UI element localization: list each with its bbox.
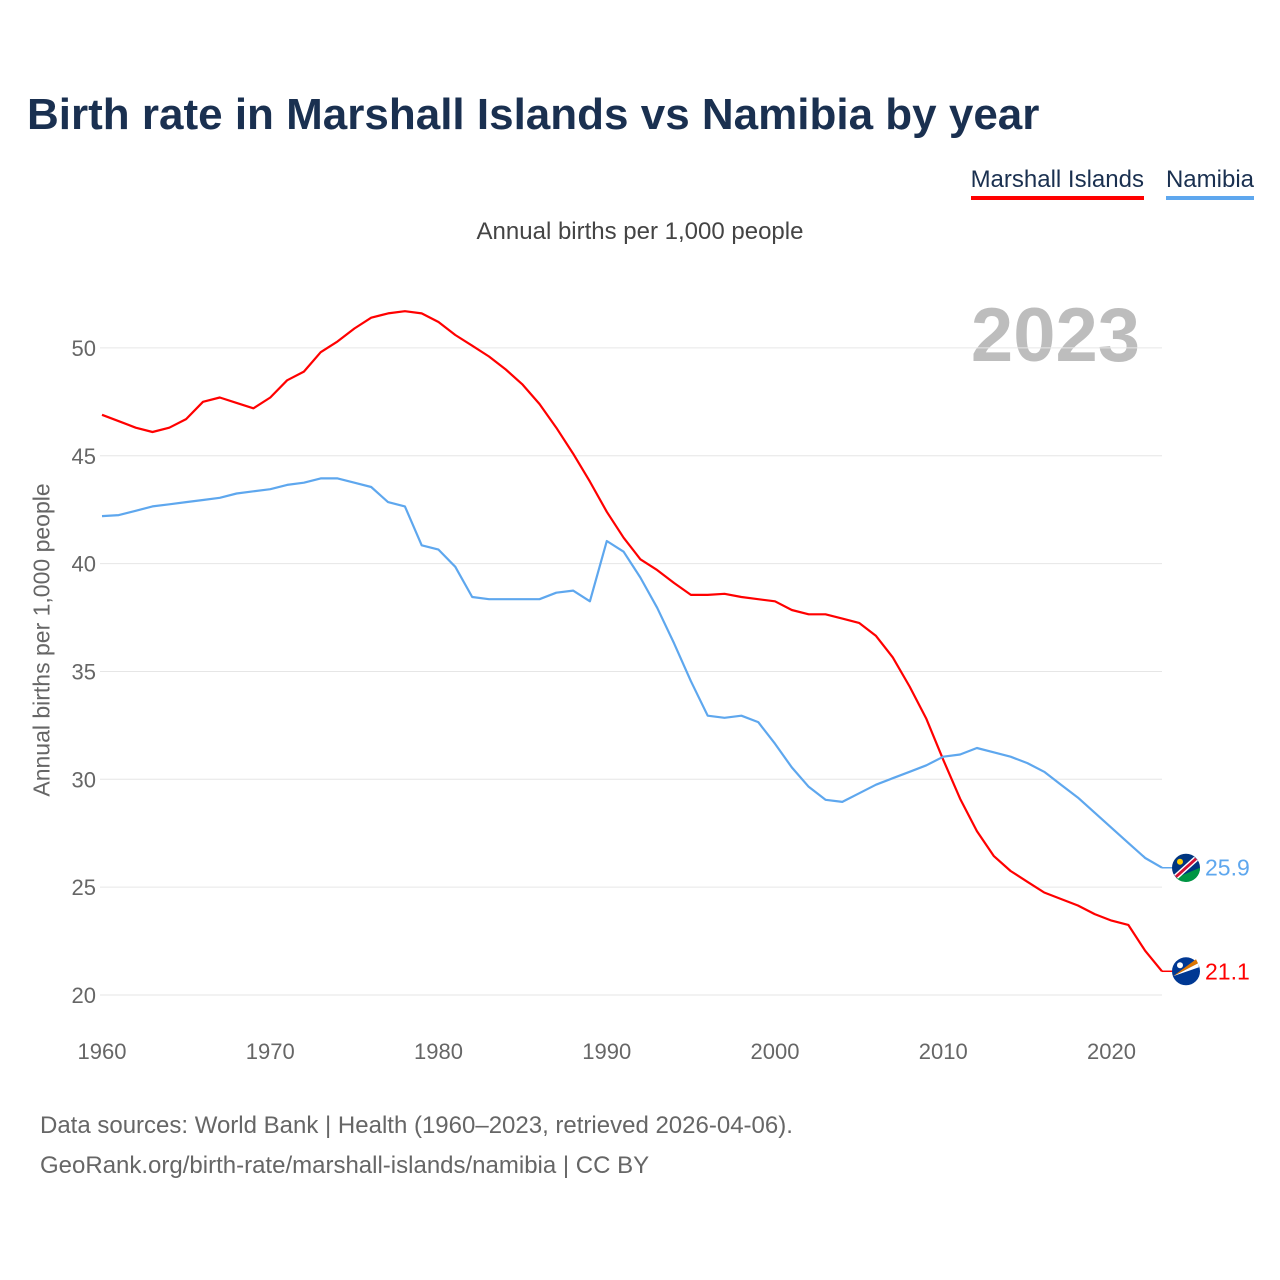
x-tick-label: 2010	[919, 1039, 968, 1064]
flag-sun	[1177, 858, 1183, 865]
x-tick-label: 2000	[751, 1039, 800, 1064]
x-tick-label: 1980	[414, 1039, 463, 1064]
series-line-namibia	[101, 477, 1163, 869]
end-value-label: 25.9	[1205, 855, 1250, 881]
flag-green	[1176, 867, 1201, 882]
year-watermark: 2023	[970, 293, 1140, 378]
y-tick-label: 45	[72, 444, 96, 469]
flag-red-band	[1175, 857, 1197, 878]
y-tick-label: 40	[72, 552, 96, 577]
data-source: Data sources: World Bank | Health (1960–…	[40, 1112, 793, 1139]
source-link[interactable]: GeoRank.org/birth-rate/marshall-islands/…	[40, 1152, 650, 1179]
legend: Marshall Islands Namibia	[970, 166, 1254, 200]
x-tick-label: 1960	[78, 1039, 127, 1064]
y-tick-label: 50	[72, 336, 96, 361]
end-value-label: 21.1	[1205, 958, 1250, 984]
legend-marshall-islands[interactable]: Marshall Islands	[970, 166, 1144, 200]
footer: Data sources: World Bank | Health (1960–…	[40, 1106, 793, 1186]
x-tick-label: 1990	[582, 1039, 631, 1064]
legend-namibia[interactable]: Namibia	[1165, 166, 1254, 200]
x-tick-label: 2020	[1087, 1039, 1136, 1064]
flag-stripe	[1173, 959, 1198, 977]
x-tick-label: 1970	[246, 1039, 295, 1064]
y-tick-label: 35	[72, 659, 96, 684]
series-line-marshall-islands	[101, 310, 1163, 972]
y-tick-label: 25	[72, 875, 96, 900]
y-tick-label: 30	[72, 767, 96, 792]
flag-star	[1177, 962, 1183, 969]
y-tick-label: 20	[72, 983, 96, 1008]
flag-stripe	[1173, 963, 1199, 977]
chart-subtitle: Annual births per 1,000 people	[476, 218, 804, 245]
chart-title: Birth rate in Marshall Islands vs Namibi…	[27, 90, 1040, 139]
